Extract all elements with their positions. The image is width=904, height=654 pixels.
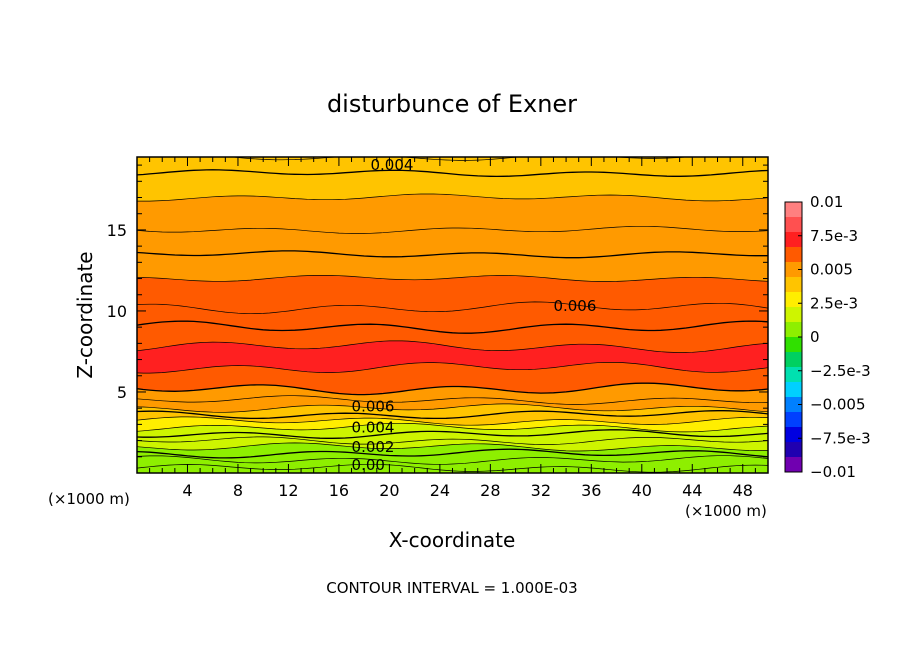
contour-band [137, 362, 768, 395]
contour-band [137, 403, 768, 419]
contour-line [137, 250, 768, 259]
contour-band [137, 442, 768, 458]
colorbar-label: −0.01 [810, 463, 856, 481]
x-tick-label: 44 [682, 481, 702, 500]
contour-band [137, 416, 768, 432]
contour-label: 0.00 [352, 456, 385, 474]
y-tick-label: 10 [107, 302, 127, 321]
colorbar-segment [785, 382, 802, 398]
colorbar-label: −0.005 [810, 396, 866, 414]
contour-band [137, 464, 768, 473]
contour-band [137, 226, 768, 258]
colorbar-segment [785, 217, 802, 233]
contour-label: 0.002 [352, 438, 395, 456]
colorbar-segment [785, 457, 802, 473]
contour-band [137, 423, 768, 439]
contour-band [137, 383, 768, 405]
contour-band [137, 455, 768, 473]
contour-line [137, 395, 768, 405]
contour-line [137, 455, 768, 465]
contour-band [137, 301, 768, 334]
x-tick-label: 24 [430, 481, 450, 500]
x-axis-label: X-coordinate [389, 528, 516, 552]
contour-band [137, 169, 768, 202]
colorbar-segment [785, 232, 802, 248]
x-tick-label: 12 [278, 481, 298, 500]
colorbar-segment [785, 352, 802, 368]
contour-line [137, 193, 768, 202]
y-axis-label: Z-coordinate [73, 251, 97, 378]
contour-label: 0.004 [352, 419, 395, 437]
contour-band [137, 321, 768, 353]
y-tick-label: 15 [107, 221, 127, 240]
contour-line [137, 320, 768, 334]
x-unit-left: (×1000 m) [48, 490, 130, 508]
contour-line [137, 301, 768, 315]
contour-band [137, 436, 768, 451]
colorbar-label: 0 [810, 328, 820, 346]
contour-line [137, 448, 768, 459]
x-tick-label: 4 [182, 481, 192, 500]
colorbar: 0.01 7.5e-3 0.005 2.5e-3 0 −2.5e-3 −0.005 −7.5e… [784, 193, 871, 481]
colorbar-segment [785, 367, 802, 383]
colorbar-label: −2.5e-3 [810, 362, 871, 380]
x-tick-label: 32 [531, 481, 551, 500]
y-tick-label: 5 [117, 383, 127, 402]
contour-line [137, 436, 768, 445]
contour-label: 0.006 [352, 398, 395, 416]
chart-title: disturbunce of Exner [327, 90, 577, 118]
colorbar-segment [785, 337, 802, 353]
colorbar-label: 2.5e-3 [810, 294, 858, 312]
colorbar-segment [785, 397, 802, 413]
contour-line [137, 422, 768, 433]
contour-line [137, 361, 768, 374]
contour-band [137, 157, 768, 177]
contour-line [137, 340, 768, 353]
x-tick-label: 20 [379, 481, 399, 500]
x-tick-label: 40 [632, 481, 652, 500]
contour-line [137, 416, 768, 426]
contour-band [137, 395, 768, 413]
colorbar-segment [785, 412, 802, 428]
colorbar-label: 0.01 [810, 193, 843, 211]
x-tick-label: 16 [329, 481, 349, 500]
x-tick-label: 28 [480, 481, 500, 500]
colorbar-segment [785, 262, 802, 278]
contour-line [137, 442, 768, 452]
contour-interval-note: CONTOUR INTERVAL = 1.000E-03 [326, 579, 577, 597]
x-tick-label: 36 [581, 481, 601, 500]
x-tick-label: 48 [733, 481, 753, 500]
contour-band [137, 429, 768, 445]
colorbar-segment [785, 322, 802, 338]
contour-band [137, 410, 768, 426]
contour-band [137, 194, 768, 234]
contour-label: 0.006 [553, 297, 596, 315]
colorbar-segment [785, 277, 802, 293]
contour-label: 0.004 [370, 156, 413, 174]
colorbar-label: 0.005 [810, 261, 853, 279]
x-unit-right: (×1000 m) [685, 502, 767, 520]
colorbar-segment [785, 427, 802, 443]
contour-line [137, 429, 768, 439]
contour-line [137, 169, 768, 178]
colorbar-segment [785, 292, 802, 308]
contour-line [137, 274, 768, 282]
contour-line [137, 410, 768, 420]
colorbar-label: −7.5e-3 [810, 429, 871, 447]
x-tick-label: 8 [233, 481, 243, 500]
colorbar-segment [785, 442, 802, 458]
contour-line [137, 382, 768, 396]
colorbar-segment [785, 247, 802, 263]
colorbar-segment [785, 307, 802, 323]
contour-band [137, 275, 768, 314]
colorbar-label: 7.5e-3 [810, 227, 858, 245]
contour-line [137, 403, 768, 413]
colorbar-segment [785, 202, 802, 218]
contour-band [137, 250, 768, 282]
contour-line [137, 225, 768, 234]
